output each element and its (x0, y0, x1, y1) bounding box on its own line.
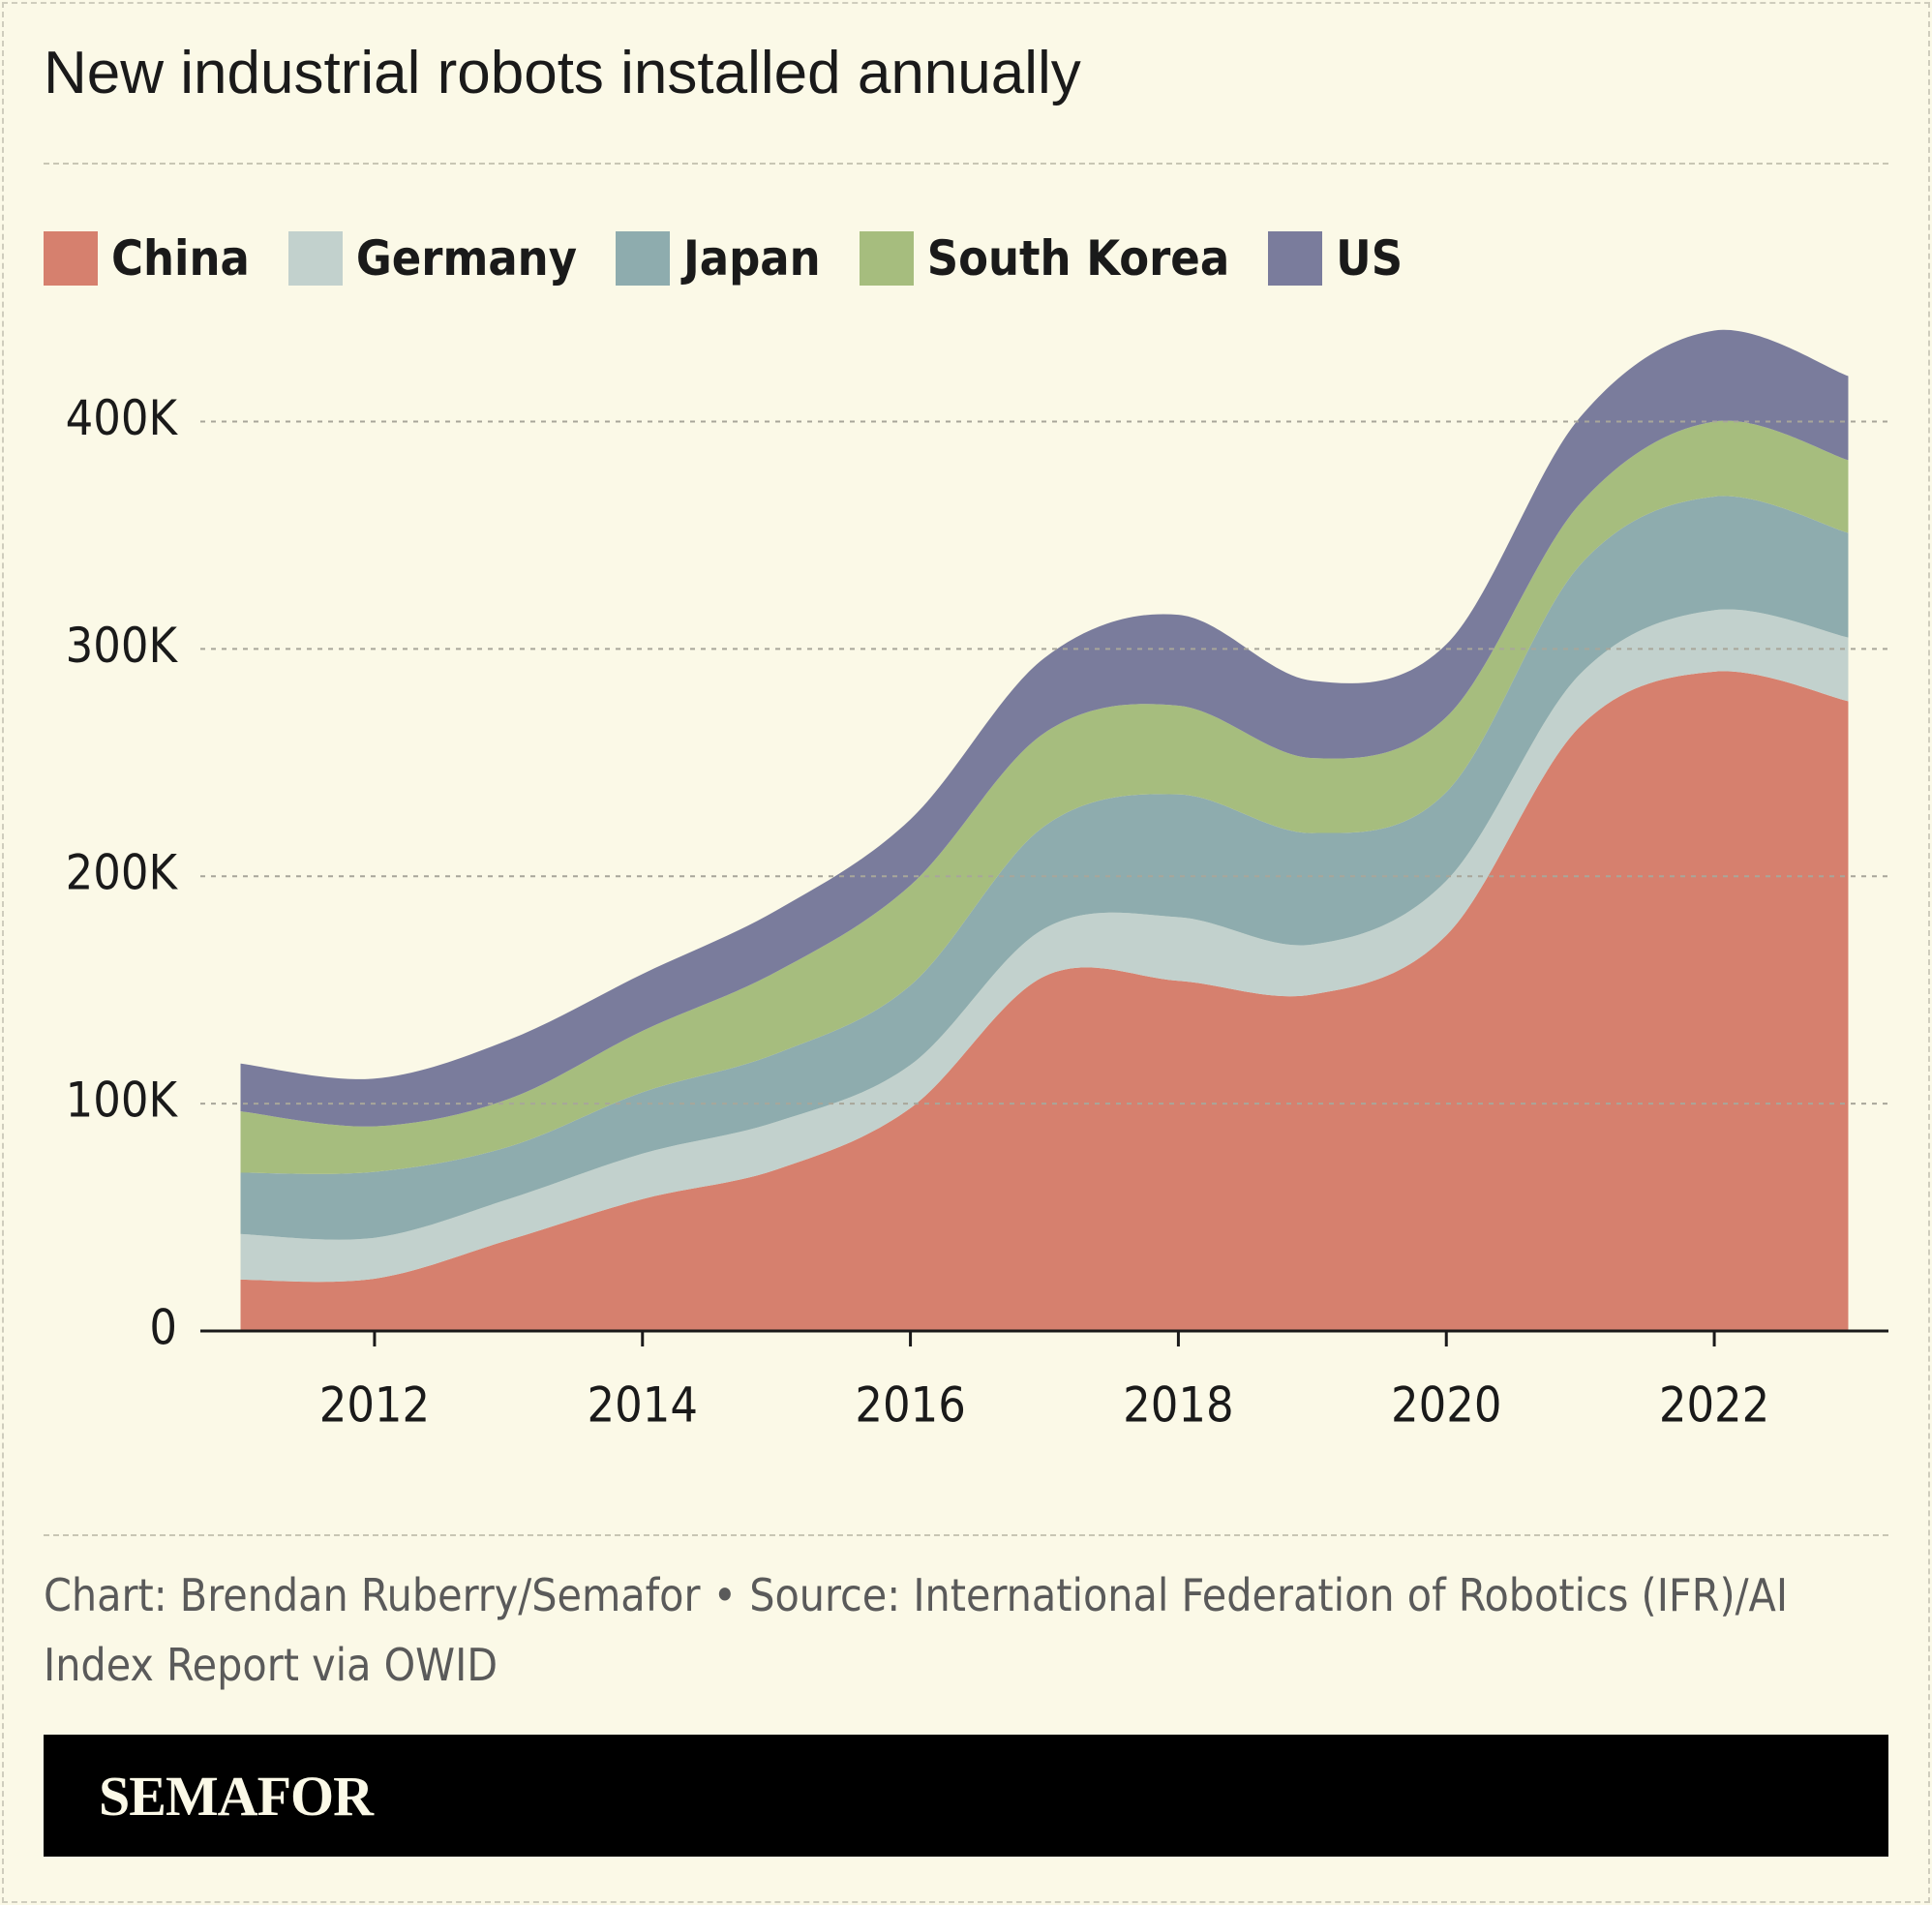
legend-item: China (44, 230, 250, 287)
area (240, 671, 1849, 1331)
chart-title: New industrial robots installed annually (44, 40, 1081, 106)
legend-label: Germany (355, 230, 578, 287)
legend-swatch (44, 231, 98, 286)
legend-label: Japan (683, 230, 821, 287)
legend: China Germany Japan South Korea US (44, 230, 1403, 287)
legend-item: US (1268, 230, 1403, 287)
legend-label: China (111, 230, 250, 287)
x-tick-label: 2014 (588, 1377, 698, 1434)
y-tick-label: 400K (66, 390, 179, 446)
area (240, 329, 1849, 1127)
area (240, 420, 1849, 1174)
legend-swatch (859, 231, 914, 286)
y-tick-label: 0 (149, 1300, 177, 1356)
y-tick-label: 200K (66, 845, 179, 901)
x-tick-label: 2018 (1123, 1377, 1233, 1434)
legend-label: South Korea (926, 230, 1230, 287)
legend-swatch (616, 231, 671, 286)
divider (44, 163, 1888, 165)
chart: 0 100K 200K 300K 400K 2012 2014 2016 2018 2020 202… (66, 329, 1888, 1434)
y-tick-label: 100K (66, 1073, 179, 1129)
x-tick-label: 2022 (1659, 1377, 1769, 1434)
y-tick-label: 300K (66, 618, 179, 674)
x-tick-label: 2016 (855, 1377, 965, 1434)
legend-item: Germany (287, 230, 578, 287)
legend-label: US (1336, 230, 1404, 287)
source-note: Chart: Brendan Ruberry/Semafor • Source:… (44, 1569, 1789, 1691)
legend-swatch (287, 231, 343, 286)
area (240, 609, 1849, 1283)
area (240, 496, 1849, 1240)
legend-item: Japan (616, 230, 821, 287)
brand-bar: SEMAFOR (44, 1735, 1888, 1857)
x-tick-label: 2012 (319, 1377, 430, 1434)
x-tick-label: 2020 (1391, 1377, 1501, 1434)
legend-item: South Korea (859, 230, 1230, 287)
brand: SEMAFOR (99, 1765, 374, 1828)
legend-swatch (1268, 231, 1323, 286)
divider (44, 1534, 1888, 1536)
